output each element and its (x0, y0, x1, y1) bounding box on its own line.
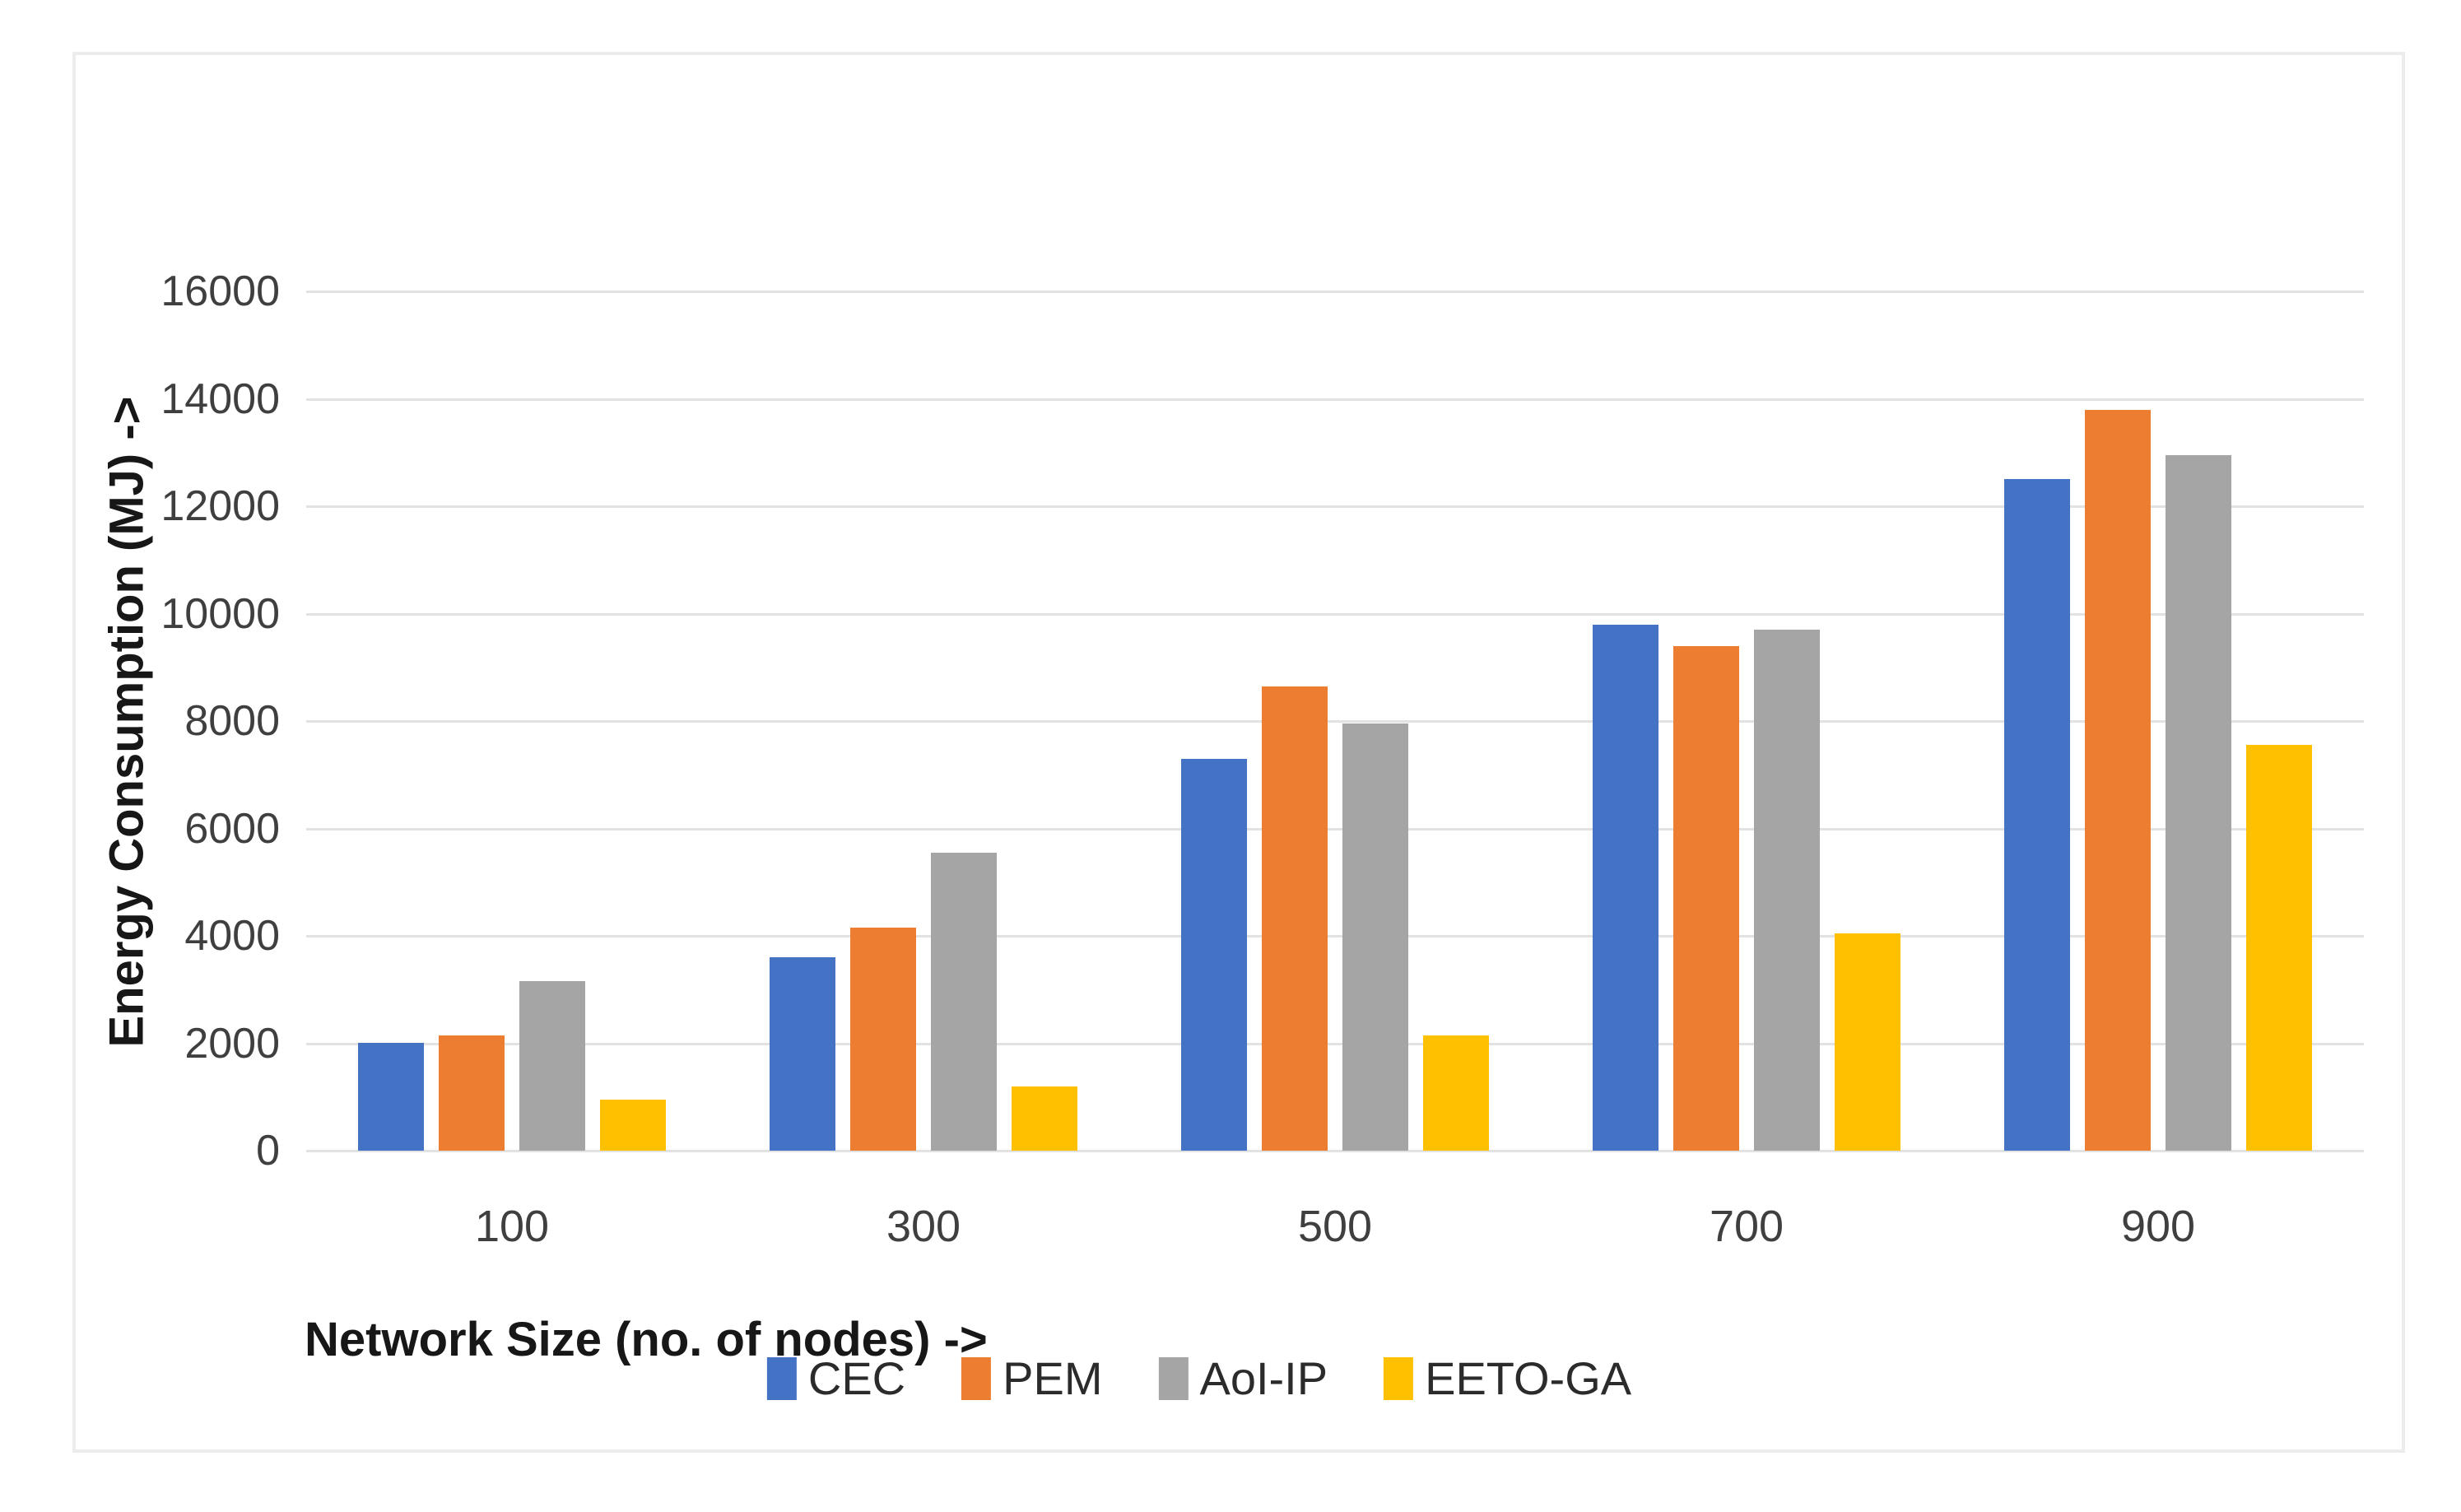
legend-item-PEM: PEM (961, 1356, 1102, 1402)
gridline-16000 (306, 291, 2364, 293)
y-tick-label-6000: 6000 (184, 804, 280, 853)
bar-AoI-IP-900 (2166, 455, 2231, 1151)
y-tick-label-8000: 8000 (184, 697, 280, 745)
bar-CEC-500 (1181, 759, 1247, 1151)
legend-swatch-AoI-IP (1158, 1357, 1189, 1400)
legend-item-CEC: CEC (766, 1352, 906, 1404)
gridline-4000 (306, 935, 2364, 937)
legend-item-EETO-GA: EETO-GA (1384, 1356, 1631, 1402)
gridline-2000 (306, 1042, 2364, 1045)
legend-swatch-CEC (766, 1357, 797, 1400)
bar-PEM-900 (2085, 410, 2151, 1151)
bar-CEC-300 (770, 957, 835, 1151)
x-axis-title: Network Size (no. of nodes) -> (305, 1313, 988, 1366)
y-axis-title: Energy Consumption (MJ) -> (100, 396, 154, 1048)
bar-EETO-GA-900 (2246, 745, 2312, 1151)
y-tick-label-16000: 16000 (160, 268, 280, 315)
bar-AoI-IP-100 (519, 981, 585, 1151)
y-tick-label-4000: 4000 (184, 912, 280, 960)
gridline-12000 (306, 505, 2364, 508)
bar-EETO-GA-300 (1012, 1086, 1077, 1151)
y-tick-label-2000: 2000 (184, 1019, 280, 1068)
legend: CEC PEM AoI-IP EETO-GA (766, 1352, 1631, 1404)
legend-label-PEM: PEM (1003, 1352, 1103, 1404)
bar-AoI-IP-500 (1342, 723, 1408, 1151)
legend-label-EETO-GA: EETO-GA (1425, 1352, 1632, 1404)
legend-swatch-EETO-GA (1384, 1357, 1414, 1400)
bar-PEM-300 (850, 928, 916, 1151)
y-tick-label-12000: 12000 (160, 482, 280, 530)
bar-EETO-GA-100 (600, 1100, 666, 1151)
gridline-14000 (306, 398, 2364, 401)
chart-figure: 0 2000 4000 6000 8000 10000 12000 14000 16000 10… (72, 52, 2405, 1453)
bar-PEM-700 (1673, 646, 1739, 1151)
x-tick-label-900: 900 (2120, 1202, 2196, 1251)
gridline-10000 (306, 612, 2364, 616)
legend-item-AoI-IP: AoI-IP (1158, 1356, 1328, 1402)
bar-AoI-IP-700 (1754, 630, 1820, 1151)
y-tick-label-10000: 10000 (160, 589, 280, 638)
bar-EETO-GA-500 (1423, 1035, 1489, 1151)
bar-EETO-GA-700 (1835, 933, 1900, 1151)
x-tick-label-100: 100 (474, 1202, 550, 1251)
legend-label-CEC: CEC (807, 1352, 906, 1404)
legend-label-AoI-IP: AoI-IP (1199, 1352, 1328, 1404)
legend-swatch-PEM (961, 1357, 992, 1400)
plot-area (306, 291, 2364, 1152)
y-tick-label-14000: 14000 (160, 375, 280, 423)
x-tick-label-300: 300 (886, 1202, 961, 1251)
bar-PEM-500 (1262, 686, 1328, 1151)
bar-CEC-700 (1593, 625, 1658, 1151)
x-tick-label-500: 500 (1297, 1202, 1373, 1251)
gridline-8000 (306, 720, 2364, 723)
x-tick-label-700: 700 (1709, 1202, 1784, 1251)
bar-AoI-IP-300 (931, 853, 997, 1151)
bar-CEC-900 (2004, 479, 2070, 1151)
gridline-0 (306, 1150, 2364, 1152)
gridline-6000 (306, 827, 2364, 830)
y-tick-label-0: 0 (256, 1127, 280, 1175)
bar-PEM-100 (439, 1035, 505, 1151)
bar-CEC-100 (358, 1043, 424, 1151)
